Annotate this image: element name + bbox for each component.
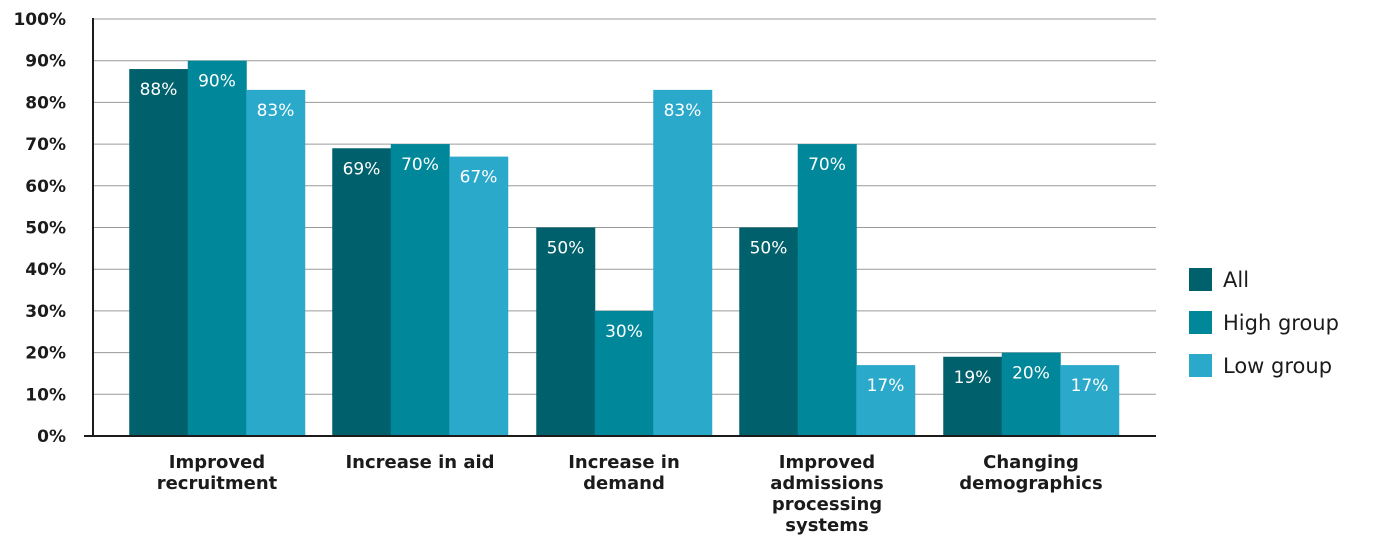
bar <box>1001 352 1061 436</box>
data-label: 30% <box>605 322 643 342</box>
y-tick-label: 20% <box>25 344 66 364</box>
data-label: 83% <box>257 101 295 121</box>
bar <box>1060 365 1120 436</box>
data-label: 83% <box>664 101 702 121</box>
y-tick-label: 60% <box>25 177 66 197</box>
data-label: 20% <box>1012 364 1050 384</box>
bar <box>594 310 654 436</box>
y-tick-label: 10% <box>25 385 66 405</box>
y-tick-label: 80% <box>25 93 66 113</box>
data-label: 70% <box>808 155 846 175</box>
legend-label: All <box>1223 268 1249 292</box>
bar <box>943 356 1003 436</box>
legend-swatch <box>1189 268 1212 291</box>
bar <box>856 365 916 436</box>
x-tick-label: demographics <box>959 473 1102 494</box>
x-tick-label: systems <box>785 515 868 536</box>
x-tick-label: Improved <box>169 452 265 473</box>
data-label: 70% <box>401 155 439 175</box>
bar <box>187 60 247 436</box>
bar <box>739 227 799 436</box>
x-tick-label: Increase in <box>568 452 680 473</box>
y-axis-ticks: 0% 10% 20% 30% 40% 50% 60% 70% 80% 90% 100% <box>13 10 66 447</box>
legend-label: Low group <box>1223 354 1332 378</box>
x-tick-label: admissions <box>770 473 883 494</box>
data-label: 90% <box>198 72 236 92</box>
bar <box>449 156 509 437</box>
y-tick-label: 40% <box>25 260 66 280</box>
y-tick-label: 30% <box>25 302 66 322</box>
bar <box>797 144 857 436</box>
bar <box>390 144 450 436</box>
axes <box>84 18 1156 437</box>
bar <box>536 227 596 436</box>
legend: All High group Low group <box>1189 268 1339 378</box>
bars: 88% 90% 83% 69% 70% 67% 50% 30% 83% 50% 70% 17% 19% 2… <box>129 60 1120 437</box>
data-label: 88% <box>140 80 178 100</box>
x-tick-label: Increase in aid <box>345 452 494 473</box>
bar <box>332 148 392 436</box>
bar <box>246 89 306 436</box>
legend-swatch <box>1189 311 1212 334</box>
y-tick-label: 90% <box>25 52 66 72</box>
y-tick-label: 70% <box>25 135 66 155</box>
x-tick-label: demand <box>583 473 665 494</box>
legend-swatch <box>1189 354 1212 377</box>
y-tick-label: 100% <box>13 10 66 30</box>
x-tick-label: recruitment <box>157 473 278 494</box>
data-label: 69% <box>343 159 381 179</box>
x-tick-label: Improved <box>779 452 875 473</box>
bar <box>653 89 713 436</box>
x-tick-label: Changing <box>983 452 1079 473</box>
legend-label: High group <box>1223 311 1339 335</box>
data-label: 17% <box>1071 376 1109 396</box>
x-tick-label: processing <box>772 494 882 515</box>
data-label: 67% <box>460 168 498 188</box>
data-label: 17% <box>867 376 905 396</box>
y-tick-label: 50% <box>25 219 66 239</box>
bar <box>129 69 189 436</box>
y-tick-label: 0% <box>37 427 66 447</box>
data-label: 50% <box>750 239 788 259</box>
data-label: 19% <box>954 368 992 388</box>
data-label: 50% <box>547 239 585 259</box>
